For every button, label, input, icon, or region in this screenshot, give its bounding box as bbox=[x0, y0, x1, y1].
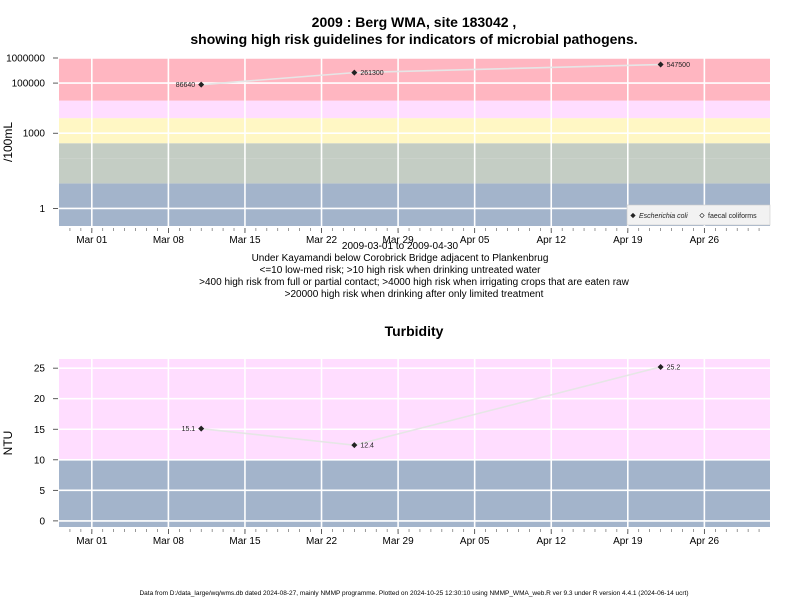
risk-band-4 bbox=[59, 100, 770, 119]
caption-line-1: 2009-03-01 to 2009-04-30 bbox=[342, 241, 459, 252]
y-tick-label-0: 1 bbox=[39, 204, 45, 215]
risk-band-1 bbox=[59, 158, 770, 184]
caption-line-4: >400 high risk from full or partial cont… bbox=[199, 277, 629, 288]
x-tick-label-7: Apr 19 bbox=[613, 536, 643, 547]
data-point bbox=[351, 442, 358, 449]
legend-marker-faecal bbox=[699, 212, 705, 219]
y-tick-label-2: 10 bbox=[34, 455, 46, 466]
y-tick-label-1: 5 bbox=[39, 486, 45, 497]
legend-box bbox=[626, 204, 771, 226]
legend-label-faecal: faecal coliforms bbox=[708, 213, 757, 220]
x-tick-label-3: Mar 22 bbox=[306, 235, 338, 246]
y-tick-label-1: 1000 bbox=[23, 129, 46, 140]
x-tick-label-6: Apr 12 bbox=[536, 536, 566, 547]
risk-band-2 bbox=[59, 143, 770, 159]
y-axis-label: NTU bbox=[1, 431, 15, 456]
data-label: 12.4 bbox=[360, 443, 374, 450]
x-tick-label-2: Mar 15 bbox=[229, 536, 261, 547]
x-tick-label-5: Apr 05 bbox=[460, 536, 490, 547]
x-tick-label-4: Mar 29 bbox=[383, 536, 415, 547]
data-point bbox=[657, 61, 664, 68]
risk-band-3 bbox=[59, 118, 770, 144]
x-tick-label-2: Mar 15 bbox=[229, 235, 261, 246]
y-tick-label-5: 25 bbox=[34, 364, 46, 375]
y-tick-label-0: 0 bbox=[39, 516, 45, 527]
y-axis-label: /100mL bbox=[1, 122, 15, 162]
x-tick-label-3: Mar 22 bbox=[306, 536, 338, 547]
x-tick-label-5: Apr 05 bbox=[460, 235, 490, 246]
data-label: 547500 bbox=[667, 62, 690, 69]
footer-note: Data from D:/data_large/wq/wms.db dated … bbox=[139, 590, 688, 597]
caption-line-5: >20000 high risk when drinking after onl… bbox=[285, 289, 544, 300]
data-label: 25.2 bbox=[667, 364, 681, 371]
x-tick-label-8: Apr 26 bbox=[690, 235, 720, 246]
data-label: 86640 bbox=[176, 82, 196, 89]
legend-marker-ecoli bbox=[630, 212, 636, 219]
x-tick-label-0: Mar 01 bbox=[76, 536, 108, 547]
y-tick-label-4: 20 bbox=[34, 394, 46, 405]
y-tick-label-3: 1000000 bbox=[6, 54, 45, 65]
risk-band-1 bbox=[59, 359, 770, 460]
y-tick-label-2: 100000 bbox=[12, 79, 46, 90]
x-tick-label-8: Apr 26 bbox=[690, 536, 720, 547]
x-tick-label-1: Mar 08 bbox=[153, 235, 185, 246]
figure-title-line1: 2009 : Berg WMA, site 183042 , bbox=[312, 14, 517, 30]
x-tick-label-1: Mar 08 bbox=[153, 536, 185, 547]
ecoli-chart: Mar 01 Mar 08 Mar 15 Mar 22 Mar 29 Apr 05 Apr … bbox=[1, 54, 771, 246]
y-tick-label-3: 15 bbox=[34, 425, 46, 436]
legend-label-ecoli: Escherichia coli bbox=[639, 213, 688, 220]
data-label: 15.1 bbox=[182, 426, 196, 433]
data-point bbox=[351, 69, 358, 76]
x-tick-label-0: Mar 01 bbox=[76, 235, 108, 246]
turbidity-title: Turbidity bbox=[385, 323, 444, 339]
x-tick-label-6: Apr 12 bbox=[536, 235, 566, 246]
risk-band-0 bbox=[59, 459, 770, 527]
data-label: 261300 bbox=[360, 70, 383, 77]
turbidity-chart: Mar 01 Mar 08 Mar 15 Mar 22 Mar 29 Apr 05 Apr … bbox=[1, 359, 770, 547]
data-point bbox=[657, 363, 664, 370]
caption-line-3: <=10 low-med risk; >10 high risk when dr… bbox=[260, 265, 542, 276]
data-point bbox=[198, 425, 205, 432]
data-point bbox=[198, 81, 205, 88]
x-tick-label-4: Mar 29 bbox=[383, 235, 415, 246]
x-tick-label-7: Apr 19 bbox=[613, 235, 643, 246]
caption-line-2: Under Kayamandi below Corobrick Bridge a… bbox=[252, 253, 549, 264]
figure-title-line2: showing high risk guidelines for indicat… bbox=[190, 31, 637, 47]
